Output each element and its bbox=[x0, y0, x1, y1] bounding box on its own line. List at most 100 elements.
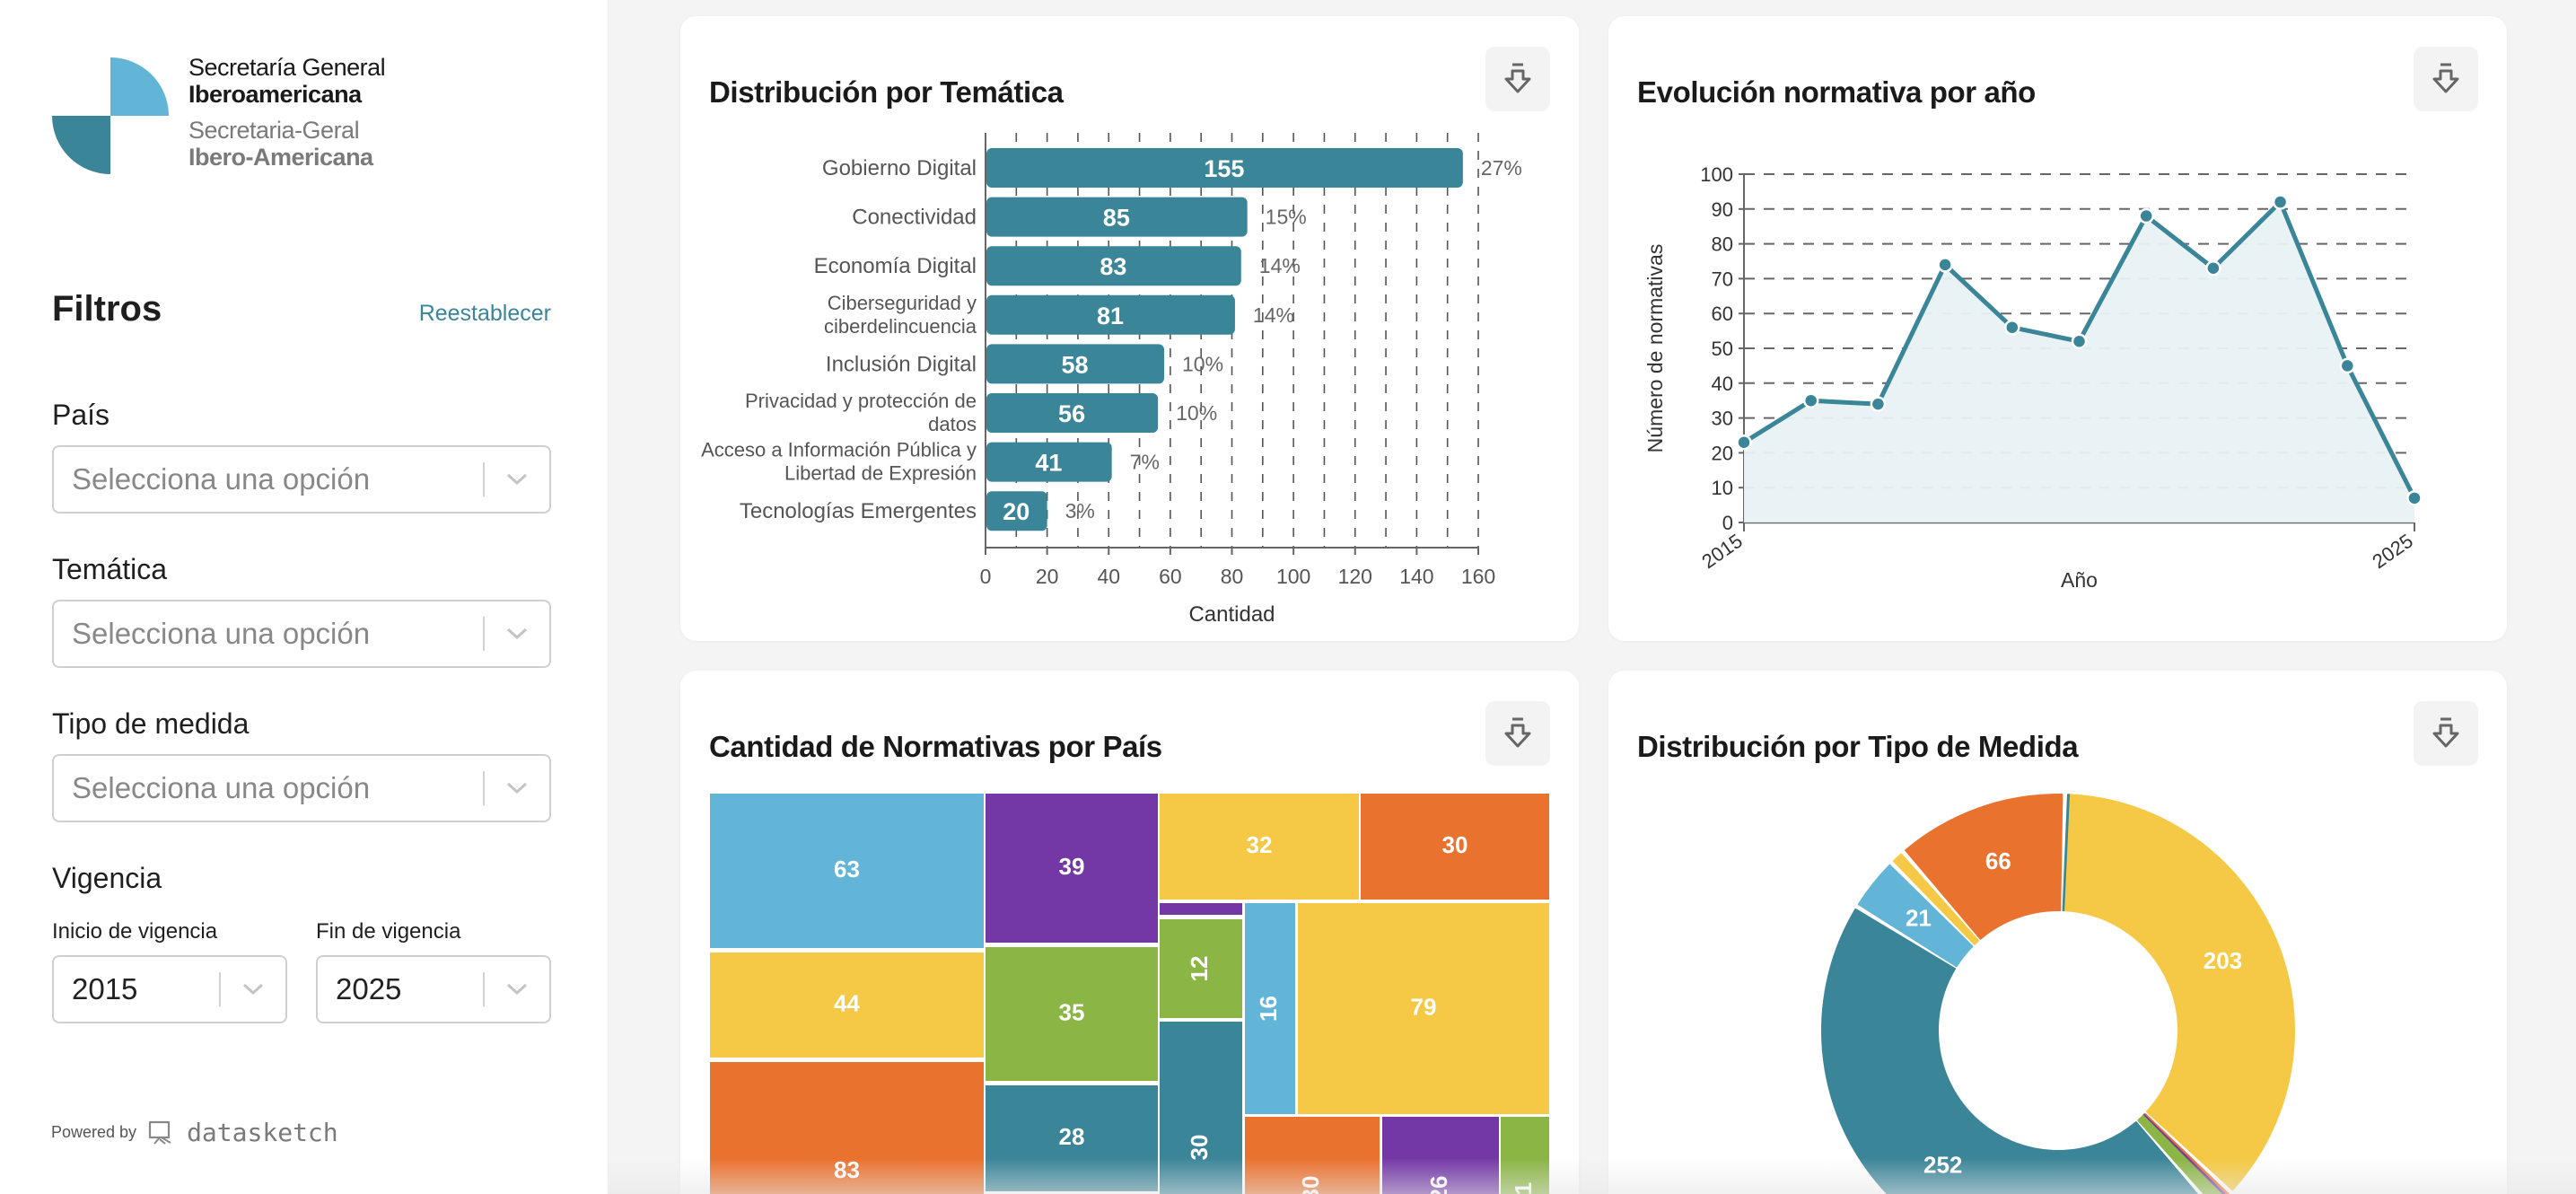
category-label: Gobierno Digital bbox=[822, 156, 977, 180]
bar-value-label: 56 bbox=[1058, 400, 1085, 427]
tematica-bar-chart: 0 20 40 60 80 100 120 140 160 Cantidad 155 27% Gobie… bbox=[701, 133, 1522, 627]
tematica-select[interactable]: Selecciona una opción bbox=[52, 600, 551, 668]
panel-title: Distribución por Tipo de Medida bbox=[1637, 730, 2079, 763]
data-point bbox=[2205, 260, 2221, 277]
chevron-down-icon[interactable] bbox=[485, 756, 549, 821]
category-label: Libertad de Expresión bbox=[784, 462, 977, 485]
x-tick-label: 120 bbox=[1338, 565, 1372, 588]
inicio-vigencia-select[interactable]: 2015 bbox=[52, 955, 287, 1023]
data-point bbox=[2004, 319, 2020, 336]
treemap-cell: 83 bbox=[710, 1062, 984, 1194]
tipo-medida-label: Tipo de medida bbox=[52, 707, 250, 740]
treemap-label: 79 bbox=[1411, 993, 1437, 1020]
treemap-cell: 28 bbox=[986, 1085, 1158, 1191]
logo-line-3: Secretaria-Geral bbox=[188, 117, 360, 144]
panel-tipo: Distribución por Tipo de Medida 203 252 21… bbox=[1608, 671, 2507, 1194]
tipo-medida-select-placeholder: Selecciona una opción bbox=[72, 771, 371, 804]
panel-pais: Cantidad de Normativas por País 63 44 83 39… bbox=[680, 671, 1579, 1194]
treemap-cell: 1 bbox=[1501, 1117, 1549, 1194]
bar bbox=[986, 197, 1248, 237]
x-tick-label: 80 bbox=[1221, 565, 1244, 588]
pais-select-placeholder: Selecciona una opción bbox=[72, 462, 371, 496]
y-tick-label: 70 bbox=[1712, 268, 1733, 290]
category-label: datos bbox=[928, 413, 977, 435]
treemap-cell: 39 bbox=[986, 794, 1158, 943]
tipo-medida-select[interactable]: Selecciona una opción bbox=[52, 754, 551, 822]
treemap-rect bbox=[710, 953, 984, 1058]
treemap-label: 26 bbox=[1425, 1176, 1452, 1194]
powered-by: Powered by datasketch bbox=[51, 1118, 338, 1147]
bar-value-label: 20 bbox=[1003, 498, 1030, 525]
datasketch-logo-icon bbox=[148, 1120, 171, 1145]
logo-quadrant-light bbox=[110, 57, 169, 116]
y-tick-label: 0 bbox=[1722, 512, 1733, 534]
panel-tematica: Distribución por Temática 0 20 40 60 80 100 12… bbox=[680, 16, 1579, 641]
download-button[interactable] bbox=[1485, 47, 1550, 111]
category-label: Tecnologías Emergentes bbox=[740, 499, 977, 523]
treemap-cell: 79 bbox=[1298, 903, 1549, 1114]
category-label: Acceso a Información Pública y bbox=[701, 439, 977, 461]
treemap-rect bbox=[1160, 903, 1242, 915]
datasketch-brand[interactable]: datasketch bbox=[187, 1118, 338, 1147]
x-axis-label: Año bbox=[2061, 568, 2098, 592]
bar-group: 85 15% Conectividad bbox=[852, 197, 1307, 237]
bar-percent-label: 15% bbox=[1266, 206, 1307, 229]
area-fill bbox=[1744, 202, 2414, 523]
tematica-label: Temática bbox=[52, 553, 168, 585]
select-separator bbox=[219, 972, 221, 1006]
treemap-cell: 35 bbox=[986, 947, 1158, 1081]
y-tick-label: 50 bbox=[1712, 338, 1733, 360]
download-button[interactable] bbox=[2414, 47, 2478, 111]
pais-select[interactable]: Selecciona una opción bbox=[52, 445, 551, 514]
bar bbox=[986, 442, 1112, 482]
donut-slice-group: 203 bbox=[2063, 794, 2295, 1191]
treemap-rect bbox=[710, 794, 984, 948]
logo-quadrant-dark bbox=[52, 116, 110, 174]
chevron-down-icon[interactable] bbox=[485, 601, 549, 666]
data-point bbox=[1937, 257, 1953, 273]
y-tick-label: 40 bbox=[1712, 373, 1733, 395]
treemap-label: 39 bbox=[1059, 853, 1085, 880]
treemap-cell: 32 bbox=[1160, 794, 1359, 900]
donut-slice-group: 66 bbox=[1905, 794, 2063, 940]
bar-value-label: 85 bbox=[1103, 205, 1130, 232]
download-icon bbox=[1504, 63, 1531, 93]
treemap-label: 35 bbox=[1059, 998, 1085, 1025]
y-tick-label: 30 bbox=[1712, 408, 1733, 430]
donut-slice-label: 203 bbox=[2204, 947, 2242, 974]
treemap-cell bbox=[1160, 903, 1242, 915]
bar-percent-label: 3% bbox=[1065, 499, 1095, 522]
chevron-down-icon[interactable] bbox=[221, 957, 285, 1022]
donut-slice-group bbox=[2062, 794, 2071, 912]
data-point bbox=[1802, 392, 1819, 408]
download-button[interactable] bbox=[2414, 701, 2478, 766]
bar-value-label: 155 bbox=[1204, 155, 1244, 182]
x-tick-label: 140 bbox=[1399, 565, 1433, 588]
fin-vigencia-select[interactable]: 2025 bbox=[316, 955, 551, 1023]
bar-group: 41 7% Acceso a Información Pública yLibert… bbox=[701, 439, 1160, 485]
donut-slice bbox=[1892, 853, 1979, 945]
treemap-cell: 12 bbox=[1160, 919, 1242, 1018]
vigencia-label: Vigencia bbox=[52, 862, 162, 894]
reset-filters-link[interactable]: Reestablecer bbox=[418, 301, 551, 326]
donut-slice-label: 252 bbox=[1923, 1151, 1962, 1178]
bar-percent-label: 10% bbox=[1182, 352, 1223, 375]
download-button[interactable] bbox=[1485, 701, 1550, 766]
chevron-down-icon[interactable] bbox=[485, 957, 549, 1022]
category-label: Conectividad bbox=[852, 206, 977, 230]
treemap-label: 32 bbox=[1247, 831, 1273, 858]
x-tick-label: 2025 bbox=[2368, 530, 2416, 574]
pais-label: País bbox=[52, 399, 110, 431]
treemap-rect bbox=[1298, 903, 1549, 1114]
filters-title: Filtros bbox=[52, 289, 162, 329]
pais-treemap: 63 44 83 39 35 28 32 30 12 30 16 79 30 26 1 bbox=[710, 794, 1549, 1194]
x-tick-label: 0 bbox=[980, 565, 992, 588]
bar-group: 155 27% Gobierno Digital bbox=[822, 148, 1522, 188]
category-label: Economía Digital bbox=[814, 254, 977, 278]
bar-percent-label: 7% bbox=[1130, 451, 1160, 474]
donut-slice-label: 66 bbox=[1985, 847, 2011, 874]
treemap-rect bbox=[1160, 794, 1359, 900]
data-point bbox=[2071, 333, 2088, 349]
chevron-down-icon[interactable] bbox=[485, 447, 549, 512]
